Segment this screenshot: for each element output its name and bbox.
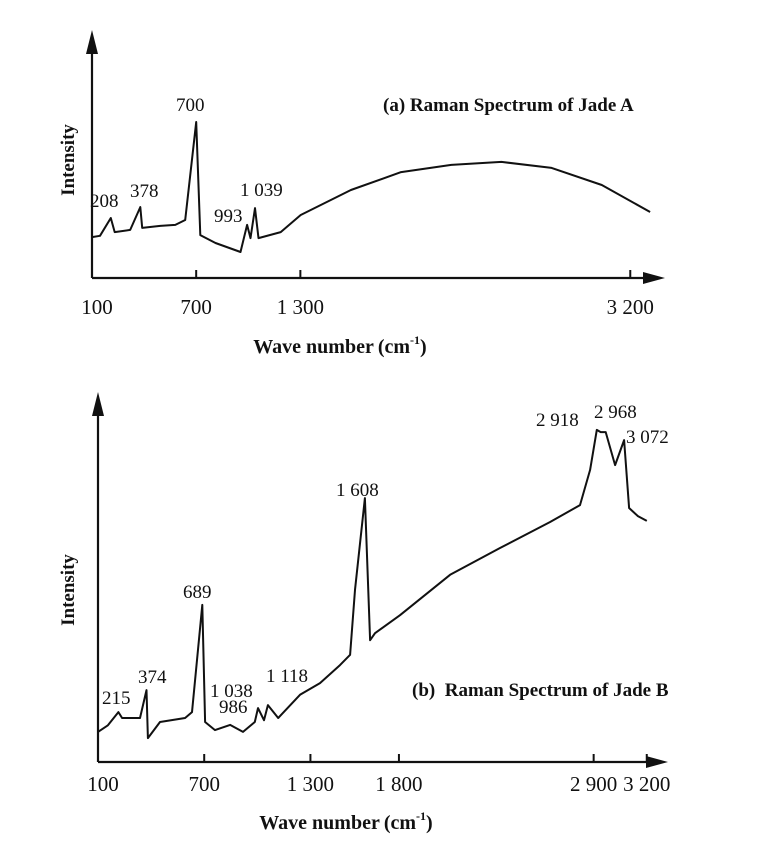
chart-a-x-tick-label: 3 200	[607, 295, 654, 319]
chart-b-xlabel-close: )	[426, 812, 433, 834]
chart-b-xlabel-unit: (cm	[384, 812, 417, 834]
chart-a-y-axis-arrow	[86, 30, 98, 54]
peak-label-378: 378	[130, 181, 159, 202]
peak-label-689: 689	[183, 582, 212, 603]
peak-label-374: 374	[138, 667, 167, 688]
peak-label-1608: 1 608	[336, 480, 379, 501]
chart-b-spectrum-line	[97, 428, 648, 740]
peak-label-2968: 2 968	[594, 402, 637, 423]
chart-b-x-tick-label: 1 800	[375, 772, 422, 796]
peak-label-3072: 3 072	[626, 427, 669, 448]
peak-label-1038: 1 038	[210, 681, 253, 702]
chart-a-x-tick-label: 700	[180, 295, 212, 319]
chart-a-spectrum-line	[91, 121, 651, 253]
chart-b-ylabel: Intensity	[58, 554, 79, 626]
chart-a-xlabel-close: )	[420, 336, 427, 358]
chart-b-x-tick-label: 100	[87, 772, 119, 796]
peak-label-2918: 2 918	[536, 410, 579, 431]
chart-a-ylabel: Intensity	[58, 124, 79, 196]
chart-b-xlabel: Wave number (cm-1)	[259, 809, 432, 834]
chart-b-x-axis-arrow	[646, 756, 668, 768]
chart-b-title: (b) Raman Spectrum of Jade B	[412, 680, 669, 701]
chart-b-y-axis-arrow	[92, 392, 104, 416]
chart-b-x-tick-label: 700	[188, 772, 220, 796]
chart-b-x-tick-label: 3 200	[623, 772, 670, 796]
chart-a-xlabel: Wave number (cm-1)	[253, 333, 426, 358]
peak-label-993: 993	[214, 206, 243, 227]
chart-a-x-axis-arrow	[643, 272, 665, 284]
peak-label-208: 208	[90, 191, 119, 212]
chart-b-xlabel-exp: -1	[416, 809, 426, 823]
peak-label-215: 215	[102, 688, 131, 709]
chart-a-x-tick-label: 100	[81, 295, 113, 319]
chart-a-xlabel-unit: (cm	[378, 336, 411, 358]
peak-label-1118: 1 118	[266, 666, 308, 687]
chart-a-x-tick-label: 1 300	[277, 295, 324, 319]
chart-a-title: (a) Raman Spectrum of Jade A	[383, 95, 634, 116]
peak-label-986: 986	[219, 697, 248, 718]
peak-label-700: 700	[176, 95, 205, 116]
chart-b-xlabel-text: Wave number	[259, 812, 380, 834]
chart-a-xlabel-text: Wave number	[253, 336, 374, 358]
chart-b-x-tick-label: 2 900	[570, 772, 617, 796]
chart-a-xlabel-exp: -1	[410, 333, 420, 347]
chart-b: (b) Raman Spectrum of Jade B Intensity W…	[58, 402, 669, 834]
chart-a: (a) Raman Spectrum of Jade A Intensity W…	[58, 95, 634, 358]
peak-label-1039: 1 039	[240, 180, 283, 201]
chart-b-x-tick-label: 1 300	[287, 772, 334, 796]
